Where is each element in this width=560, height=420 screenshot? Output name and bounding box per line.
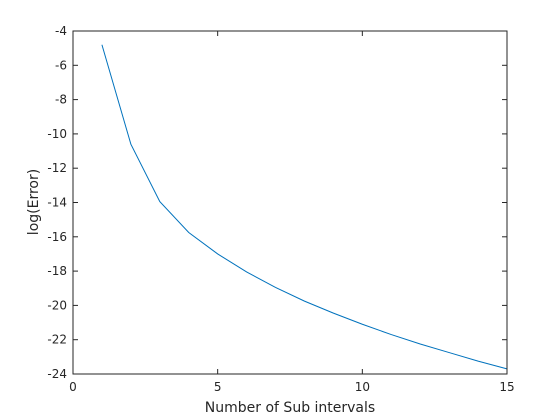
x-tick-label: 0 [69,380,77,394]
plot-background [73,31,507,374]
y-tick-label: -8 [55,93,67,107]
y-tick-label: -10 [47,127,67,141]
x-axis-label: Number of Sub intervals [205,400,375,416]
axes-box [72,30,508,375]
x-tick-label: 10 [355,380,370,394]
y-tick-label: -4 [55,24,67,38]
series-line-0 [101,44,508,370]
y-tick-label: -14 [47,196,67,210]
y-tick-label: -6 [55,58,67,72]
y-tick-label: -20 [47,298,67,312]
y-tick-label: -16 [47,230,67,244]
x-tick-label: 15 [499,380,514,394]
y-tick-label: -22 [47,333,67,347]
series-layer [101,44,508,370]
ticks-layer: 0 5 10 15 -24 -22 -20 -18 -16 -14 -12 -10 -8 -6 -4 [47,24,514,394]
y-tick-label: -24 [47,367,67,381]
y-axis-label: log(Error) [26,169,42,235]
y-tick-label: -18 [47,264,67,278]
y-tick-label: -12 [47,161,67,175]
x-tick-label: 5 [214,380,222,394]
